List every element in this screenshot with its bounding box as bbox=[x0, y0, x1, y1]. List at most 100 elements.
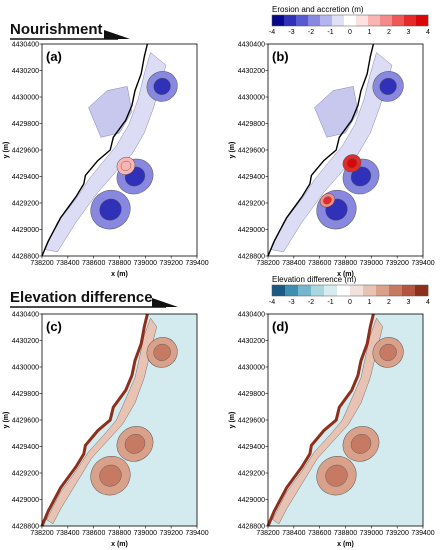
coastline bbox=[40, 313, 149, 527]
shoal-inner-contour bbox=[153, 77, 171, 95]
y-tick-label: 4429800 bbox=[238, 391, 265, 398]
colorbar-erosion: Erosion and accretion (m) -4 -3 -2 -1 0 1 2 3 4 bbox=[269, 5, 430, 36]
x-tick-label: 738200 bbox=[30, 260, 53, 267]
x-tick-label: 738800 bbox=[108, 530, 131, 537]
y-tick-label: 4430400 bbox=[238, 42, 265, 49]
x-axis-label: x (m) bbox=[337, 541, 354, 548]
y-tick-label: 4430200 bbox=[238, 338, 265, 345]
colorbar-tick-label: -2 bbox=[308, 299, 314, 306]
panel-label: (b) bbox=[272, 49, 289, 64]
colorbar-tick-label: 4 bbox=[426, 29, 430, 36]
panel-label: (c) bbox=[46, 319, 62, 334]
colorbar-swatch bbox=[298, 285, 312, 296]
erosion-nearshore-field bbox=[44, 52, 167, 253]
y-tick-label: 4428800 bbox=[238, 254, 265, 261]
colorbar-swatch bbox=[415, 285, 429, 296]
y-tick-label: 4430400 bbox=[238, 312, 265, 319]
y-tick-label: 4430200 bbox=[12, 68, 39, 75]
x-tick-label: 738600 bbox=[308, 260, 331, 267]
y-tick-label: 4430000 bbox=[238, 95, 265, 102]
y-tick-label: 4429400 bbox=[238, 444, 265, 451]
colorbar-tick-label: 1 bbox=[368, 299, 372, 306]
colorbar-tick-label: 0 bbox=[348, 29, 352, 36]
colorbar-swatch bbox=[320, 15, 333, 26]
x-tick-label: 739000 bbox=[360, 530, 383, 537]
x-tick-label: 738600 bbox=[82, 260, 105, 267]
y-tick-label: 4428800 bbox=[12, 524, 39, 531]
y-tick-label: 4429800 bbox=[12, 391, 39, 398]
accretion-nearshore-band bbox=[272, 317, 383, 525]
colorbar-erosion-title: Erosion and accretion (m) bbox=[272, 5, 364, 14]
colorbar-tick-label: -3 bbox=[288, 29, 294, 36]
colorbar-elevation-title: Elevation difference (m) bbox=[272, 275, 357, 284]
x-tick-label: 739200 bbox=[159, 260, 182, 267]
panel-c: 738200 738400 738600 738800 739000 739200 7394… bbox=[3, 312, 209, 549]
x-tick-label: 738400 bbox=[56, 530, 79, 537]
colorbar-tick-label: 3 bbox=[407, 299, 411, 306]
section-arrow-bottom bbox=[152, 298, 178, 307]
colorbar-tick-label: -4 bbox=[269, 29, 275, 36]
y-tick-label: 4429000 bbox=[238, 227, 265, 234]
x-tick-label: 739400 bbox=[411, 530, 434, 537]
colorbar-tick-label: 1 bbox=[368, 29, 372, 36]
shoal-inner-contour bbox=[350, 434, 372, 454]
y-tick-label: 4430000 bbox=[238, 365, 265, 372]
x-tick-label: 739400 bbox=[185, 530, 208, 537]
y-axis-label: y (m) bbox=[229, 412, 236, 429]
x-tick-label: 739200 bbox=[385, 260, 408, 267]
colorbar-tick-label: 3 bbox=[407, 29, 411, 36]
shoal-inner-contour bbox=[346, 158, 358, 169]
colorbar-frame bbox=[271, 14, 429, 27]
shoal-inner-contour bbox=[120, 160, 132, 171]
y-tick-label: 4428800 bbox=[238, 524, 265, 531]
y-axis-label: y (m) bbox=[3, 412, 10, 429]
panel-d: 738200 738400 738600 738800 739000 739200 7394… bbox=[229, 312, 435, 549]
colorbar-tick-label: 4 bbox=[426, 299, 430, 306]
y-tick-label: 4430400 bbox=[12, 312, 39, 319]
x-tick-label: 738400 bbox=[282, 530, 305, 537]
x-tick-label: 739400 bbox=[185, 260, 208, 267]
colorbar-swatch bbox=[356, 15, 369, 26]
colorbar-swatch bbox=[416, 15, 429, 26]
y-tick-label: 4429200 bbox=[12, 201, 39, 208]
colorbar-swatch bbox=[389, 285, 403, 296]
colorbar-tick-label: -2 bbox=[308, 29, 314, 36]
x-tick-label: 738400 bbox=[56, 260, 79, 267]
shoal-inner-contour bbox=[153, 343, 171, 361]
coastline bbox=[41, 43, 149, 257]
colorbar-swatch bbox=[284, 15, 297, 26]
panel-a: 738200 738400 738600 738800 739000 739200 7394… bbox=[3, 42, 209, 279]
accretion-nearshore-band bbox=[46, 317, 157, 525]
y-tick-label: 4429400 bbox=[12, 444, 39, 451]
y-tick-label: 4430000 bbox=[12, 95, 39, 102]
y-tick-label: 4429800 bbox=[238, 121, 265, 128]
colorbar-swatch bbox=[363, 285, 377, 296]
colorbar-frame bbox=[271, 284, 429, 297]
section-header-top: Nourishment bbox=[10, 21, 130, 40]
colorbar-swatch bbox=[404, 15, 417, 26]
colorbar-tick-label: -1 bbox=[327, 299, 333, 306]
y-axis-label: y (m) bbox=[229, 142, 236, 159]
colorbar-swatch bbox=[337, 285, 351, 296]
colorbar-swatch bbox=[380, 15, 393, 26]
colorbar-tick-label: 2 bbox=[387, 29, 391, 36]
y-tick-label: 4429600 bbox=[12, 418, 39, 425]
x-tick-label: 738200 bbox=[256, 530, 279, 537]
x-axis-label: x (m) bbox=[111, 541, 128, 548]
colorbar-tick-label: 0 bbox=[348, 299, 352, 306]
panel-label: (d) bbox=[272, 319, 289, 334]
shoal-inner-contour bbox=[99, 464, 122, 487]
colorbar-swatch bbox=[376, 285, 390, 296]
y-tick-label: 4429000 bbox=[238, 497, 265, 504]
shoal-inner-contour bbox=[323, 196, 332, 205]
y-tick-label: 4429000 bbox=[12, 497, 39, 504]
erosion-landward-field bbox=[314, 86, 359, 138]
colorbar-swatch bbox=[350, 285, 364, 296]
x-tick-label: 739200 bbox=[159, 530, 182, 537]
colorbar-swatch bbox=[311, 285, 325, 296]
y-axis-label: y (m) bbox=[3, 142, 10, 159]
y-tick-label: 4429000 bbox=[12, 227, 39, 234]
x-tick-label: 739200 bbox=[385, 530, 408, 537]
colorbar-swatch bbox=[368, 15, 381, 26]
